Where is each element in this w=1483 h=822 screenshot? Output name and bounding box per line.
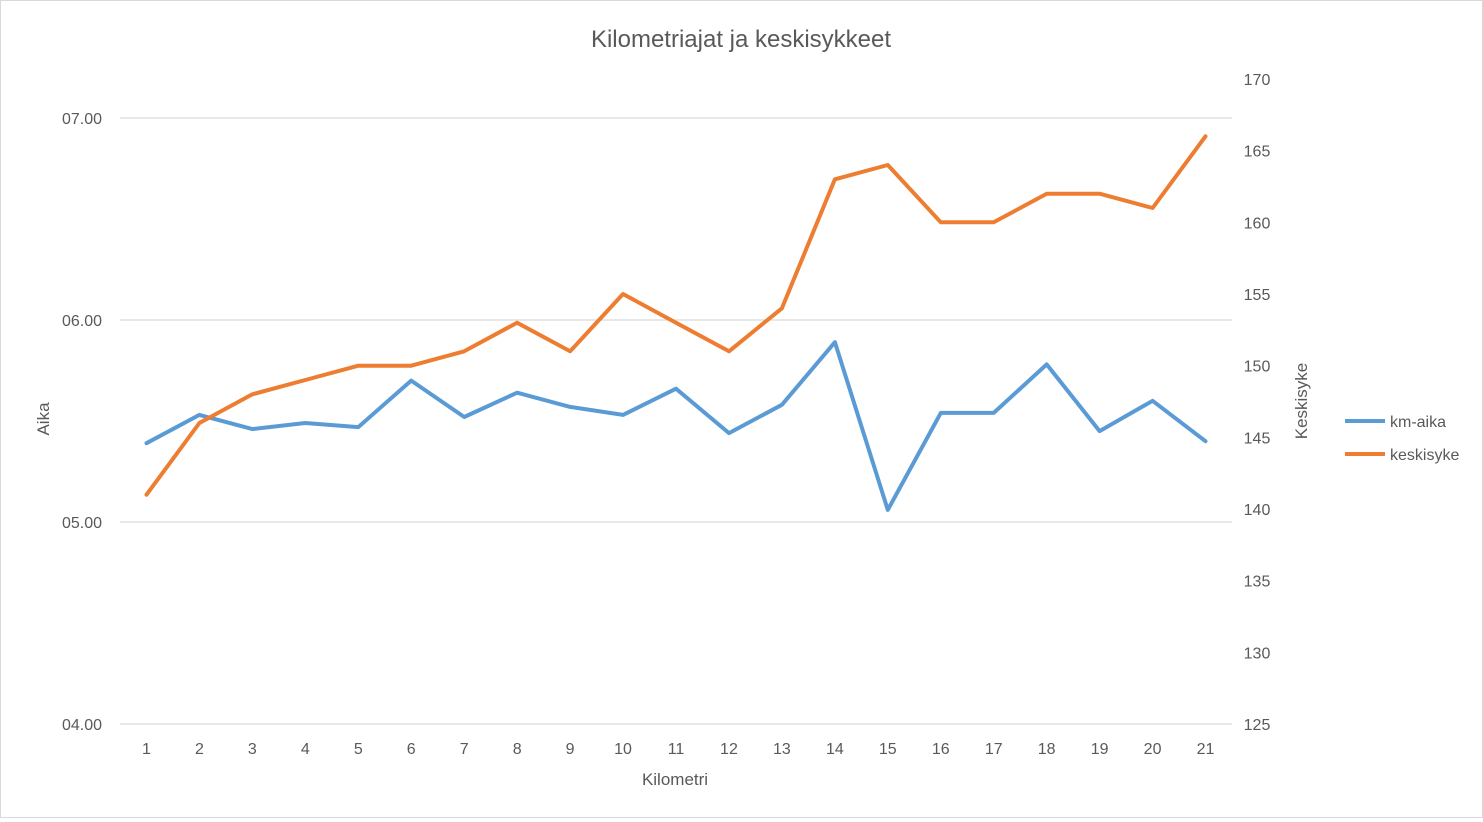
right-tick-label: 135 <box>1244 574 1271 591</box>
x-tick-label: 7 <box>460 741 469 758</box>
right-tick-label: 150 <box>1244 359 1271 376</box>
x-tick-label: 14 <box>826 741 844 758</box>
left-tick-label: 07.00 <box>62 111 102 128</box>
right-tick-label: 140 <box>1244 502 1271 519</box>
x-tick-label: 6 <box>407 741 416 758</box>
x-tick-label: 2 <box>195 741 204 758</box>
left-tick-label: 05.00 <box>62 515 102 532</box>
legend: km-aika keskisyke <box>1345 414 1459 464</box>
series-line-km-aika <box>144 340 1208 512</box>
x-axis-ticks: 1 2 3 4 5 6 7 8 9 10 11 12 13 14 15 16 17 18 19 20 21 <box>142 741 1215 758</box>
x-tick-label: 13 <box>773 741 791 758</box>
x-tick-label: 3 <box>248 741 257 758</box>
x-tick-label: 9 <box>566 741 575 758</box>
x-tick-label: 10 <box>614 741 632 758</box>
legend-label: km-aika <box>1390 414 1446 431</box>
left-tick-label: 06.00 <box>62 313 102 330</box>
right-tick-label: 160 <box>1244 215 1271 232</box>
x-tick-label: 15 <box>879 741 897 758</box>
x-tick-label: 1 <box>142 741 151 758</box>
x-tick-label: 21 <box>1197 741 1215 758</box>
right-tick-label: 130 <box>1244 645 1271 662</box>
series-line-keskisyke <box>144 134 1208 497</box>
left-tick-label: 04.00 <box>62 717 102 734</box>
legend-label: keskisyke <box>1390 447 1459 464</box>
left-axis-title: Aika <box>34 402 53 436</box>
x-tick-label: 16 <box>932 741 950 758</box>
right-tick-label: 145 <box>1244 430 1271 447</box>
left-axis-ticks: 04.00 05.00 06.00 07.00 <box>62 111 102 734</box>
x-tick-label: 19 <box>1091 741 1109 758</box>
chart-title: Kilometriajat ja keskisykkeet <box>591 26 891 53</box>
x-tick-label: 4 <box>301 741 310 758</box>
right-axis-title: Keskisyke <box>1292 363 1311 440</box>
x-tick-label: 20 <box>1144 741 1162 758</box>
x-tick-label: 18 <box>1038 741 1056 758</box>
x-tick-label: 11 <box>668 741 685 758</box>
gridlines <box>120 117 1232 725</box>
right-tick-label: 155 <box>1244 287 1271 304</box>
right-tick-label: 125 <box>1244 717 1271 734</box>
x-tick-label: 8 <box>513 741 522 758</box>
x-axis-title: Kilometri <box>642 770 708 789</box>
right-axis-ticks: 125 130 135 140 145 150 155 160 165 170 <box>1244 72 1271 734</box>
right-tick-label: 170 <box>1244 72 1271 89</box>
x-tick-label: 5 <box>354 741 363 758</box>
x-tick-label: 17 <box>985 741 1003 758</box>
right-tick-label: 165 <box>1244 144 1271 161</box>
series-lines <box>144 134 1208 512</box>
x-tick-label: 12 <box>720 741 738 758</box>
